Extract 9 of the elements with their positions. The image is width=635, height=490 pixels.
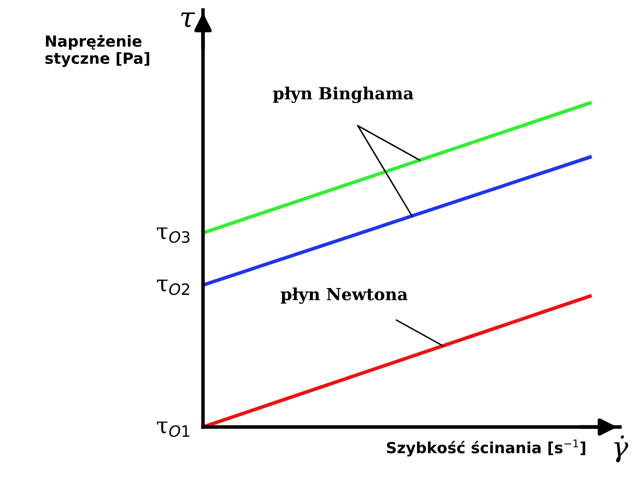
annotation: τ$_{O2}$ [156, 280, 190, 296]
annotation: τ$_{O3}$ [156, 228, 190, 243]
annotation: płyn Binghama [273, 86, 414, 103]
y-axis-title: Naprężenie styczne [Pa] [45, 35, 150, 68]
text: τ [181, 12, 196, 28]
annotation: płyn Newtona [280, 288, 408, 304]
text: γ̇ [614, 435, 628, 462]
x-axis-title: Szybkość ścinania [s$^{−1}$] [386, 440, 586, 456]
annotation: τ$_{O1}$ [156, 422, 190, 437]
